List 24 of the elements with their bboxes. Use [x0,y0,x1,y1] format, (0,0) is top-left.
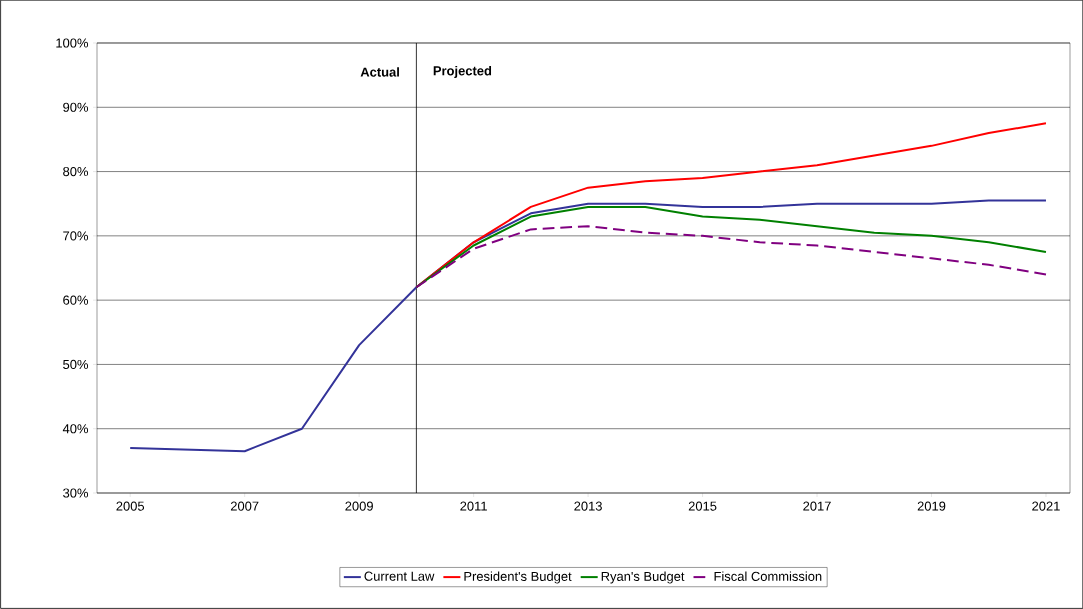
x-tick-label: 2021 [1032,501,1060,511]
legend-label: Ryan's Budget [601,571,685,584]
x-tick-label: 2019 [917,501,946,511]
y-tick-label: 70% [63,231,89,241]
y-tick-label: 80% [63,166,89,177]
x-tick-label: 2017 [803,501,831,511]
x-tick-label: 2009 [345,501,373,511]
x-tick-label: 2011 [460,501,487,511]
y-tick-label: 60% [63,295,89,305]
y-tick-label: 50% [63,359,89,370]
y-tick-label: 30% [63,488,89,498]
y-tick-label: 90% [63,102,89,112]
legend-label: President's Budget [464,571,572,584]
x-tick-label: 2013 [574,501,602,511]
x-tick-label: 2007 [230,501,259,511]
annotation: Projected [433,65,492,78]
y-tick-label: 40% [62,424,89,434]
line-series [415,225,1047,289]
y-tick-label: 100% [56,38,89,48]
x-tick-label: 2015 [688,501,717,511]
annotation: Actual [360,67,399,77]
x-tick-label: 2005 [116,501,145,511]
legend-label: Fiscal Commission [714,571,822,581]
legend-label: Current Law [364,571,435,581]
